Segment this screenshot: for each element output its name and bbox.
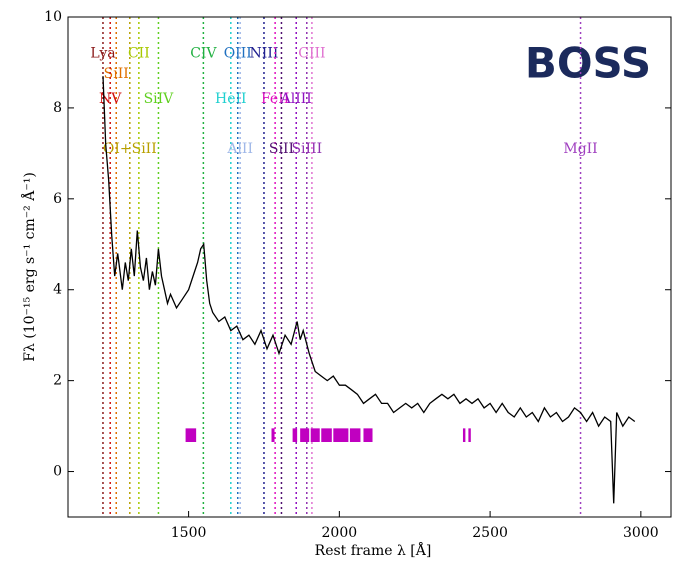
y-tick-label: 6 (53, 191, 62, 207)
emission-label: NIII (250, 45, 279, 61)
emission-label: SiIV (144, 91, 175, 107)
y-tick-label: 10 (44, 9, 62, 25)
x-tick-label: 3000 (623, 525, 659, 541)
y-tick-label: 4 (53, 282, 62, 298)
masked-region (321, 428, 332, 442)
masked-region (185, 428, 197, 442)
masked-region (310, 428, 320, 442)
masked-region (300, 428, 310, 442)
masked-region (349, 428, 361, 442)
x-tick-label: 1500 (171, 525, 207, 541)
emission-label: SiIII (291, 141, 322, 157)
masked-region (363, 428, 373, 442)
x-tick-label: 2500 (472, 525, 508, 541)
y-tick-label: 8 (53, 100, 62, 116)
x-tick-label: 2000 (322, 525, 358, 541)
emission-label: AlII (226, 141, 253, 157)
emission-label: CIV (190, 45, 217, 61)
emission-label: OI+SiII (103, 141, 157, 157)
y-tick-label: 0 (53, 464, 62, 480)
emission-label: AlIII (280, 91, 312, 107)
emission-label: Lya (90, 45, 115, 61)
x-axis-label: Rest frame λ [Å] (315, 541, 432, 559)
emission-label: SiII (104, 66, 129, 82)
brand: BOSS (525, 39, 651, 88)
emission-label: CII (128, 45, 150, 61)
emission-label: OIII (224, 45, 252, 61)
y-tick-label: 2 (53, 373, 62, 389)
masked-region (271, 428, 275, 442)
emission-label: CIII (298, 45, 325, 61)
emission-label: MgII (563, 141, 597, 157)
emission-label: SiII (269, 141, 294, 157)
emission-label: HeII (215, 91, 247, 107)
masked-region (462, 428, 466, 442)
masked-region (468, 428, 471, 442)
emission-label: NV (99, 91, 122, 107)
plot-frame (67, 16, 672, 518)
masked-region (292, 428, 298, 442)
spectrum (102, 76, 636, 504)
y-axis-label: Fλ (10⁻¹⁵ erg s⁻¹ cm⁻² Å⁻¹) (20, 172, 38, 362)
masked-region (333, 428, 349, 442)
